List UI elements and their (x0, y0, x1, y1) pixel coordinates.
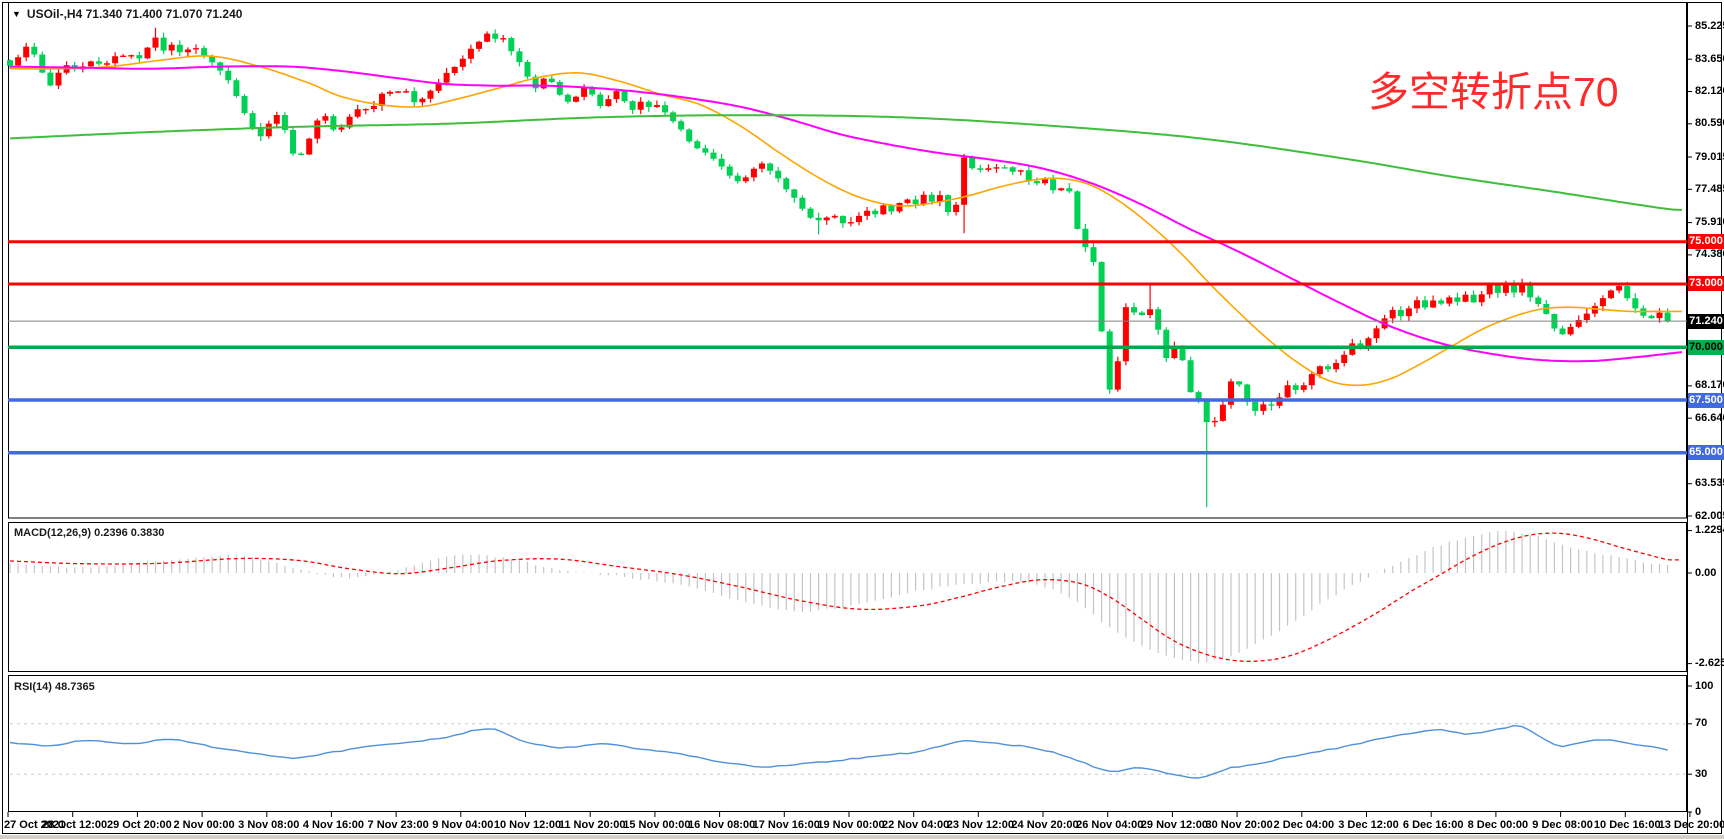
time-tick-label: 10 Nov 12:00 (493, 819, 562, 831)
time-tick-label: 19 Nov 00:00 (817, 819, 885, 831)
time-tick-label: 24 Nov 20:00 (1011, 819, 1079, 831)
time-tick-label: 9 Nov 04:00 (432, 819, 494, 831)
price-tick-label: 77.485 (1695, 182, 1724, 195)
price-badge: 67.500 (1688, 392, 1724, 408)
time-tick-label: 17 Nov 16:00 (752, 819, 820, 831)
time-tick-label: 11 Nov 20:00 (558, 819, 626, 831)
time-tick-label: 9 Dec 08:00 (1532, 819, 1593, 831)
symbol-ohlc-text: USOil-,H4 71.340 71.400 71.070 71.240 (26, 7, 243, 21)
time-tick-label: 29 Oct 20:00 (106, 819, 172, 831)
price-tick-label: 82.120 (1695, 85, 1724, 98)
symbol-info: ▼ USOil-,H4 71.340 71.400 71.070 71.240 (12, 7, 242, 21)
time-tick-label: 3 Dec 12:00 (1338, 819, 1399, 831)
price-badge: 75.000 (1688, 234, 1724, 250)
time-tick-label: 30 Nov 20:00 (1205, 819, 1273, 831)
time-tick-label: 10 Dec 16:00 (1593, 819, 1661, 831)
macd-scale-label: 0.00 (1695, 566, 1717, 579)
price-tick-label: 74.380 (1695, 248, 1724, 261)
time-tick-label: 15 Nov 00:00 (623, 819, 691, 831)
price-tick-label: 85.225 (1695, 19, 1724, 32)
time-tick-label: 6 Dec 16:00 (1402, 819, 1464, 831)
rsi-scale-label: 0 (1695, 805, 1702, 818)
rsi-scale-label: 30 (1695, 767, 1708, 780)
price-badge: 70.000 (1688, 339, 1724, 355)
time-tick-label: 8 Dec 00:00 (1467, 819, 1529, 831)
time-tick-label: 4 Nov 16:00 (302, 819, 365, 831)
time-tick-label: 28 Oct 12:00 (42, 819, 108, 831)
time-tick-label: 29 Nov 12:00 (1140, 819, 1209, 831)
time-tick-label: 2 Dec 04:00 (1273, 819, 1335, 831)
price-tick-label: 83.650 (1695, 52, 1724, 65)
rsi-scale-label: 70 (1695, 717, 1708, 730)
price-tick-label: 68.170 (1695, 379, 1724, 392)
macd-indicator-label: MACD(12,26,9) 0.2396 0.3830 (14, 527, 165, 539)
time-tick-label: 2 Nov 00:00 (173, 819, 235, 831)
macd-scale-label: -2.6252 (1695, 657, 1724, 670)
price-tick-label: 80.590 (1695, 117, 1724, 130)
price-tick-label: 75.910 (1695, 216, 1724, 229)
macd-scale-label: 1.2294 (1695, 524, 1724, 537)
time-tick-label: 26 Nov 04:00 (1076, 819, 1144, 831)
text-annotation[interactable]: 多空转折点70 (1368, 69, 1619, 115)
time-tick-label: 7 Nov 23:00 (367, 819, 429, 831)
price-tick-label: 66.640 (1695, 411, 1724, 424)
price-badge: 73.000 (1688, 276, 1724, 292)
bottom-strip (0, 835, 1724, 839)
time-tick-label: 22 Nov 04:00 (882, 819, 950, 831)
symbol-dropdown-icon[interactable]: ▼ (12, 9, 21, 19)
rsi-indicator-label: RSI(14) 48.7365 (14, 681, 95, 693)
time-tick-label: 13 Dec 20:00 (1658, 819, 1724, 831)
time-tick-label: 27 Oct 2021 (4, 819, 66, 831)
price-tick-label: 63.535 (1695, 477, 1724, 490)
rsi-scale-label: 100 (1695, 679, 1714, 692)
price-badge: 71.240 (1688, 313, 1724, 329)
price-tick-label: 79.015 (1695, 150, 1724, 163)
time-tick-label: 3 Nov 08:00 (238, 819, 300, 831)
price-badge: 65.000 (1688, 445, 1724, 461)
time-tick-label: 16 Nov 08:00 (687, 819, 756, 831)
price-tick-label: 62.005 (1695, 509, 1724, 522)
time-tick-label: 23 Nov 12:00 (946, 819, 1014, 831)
